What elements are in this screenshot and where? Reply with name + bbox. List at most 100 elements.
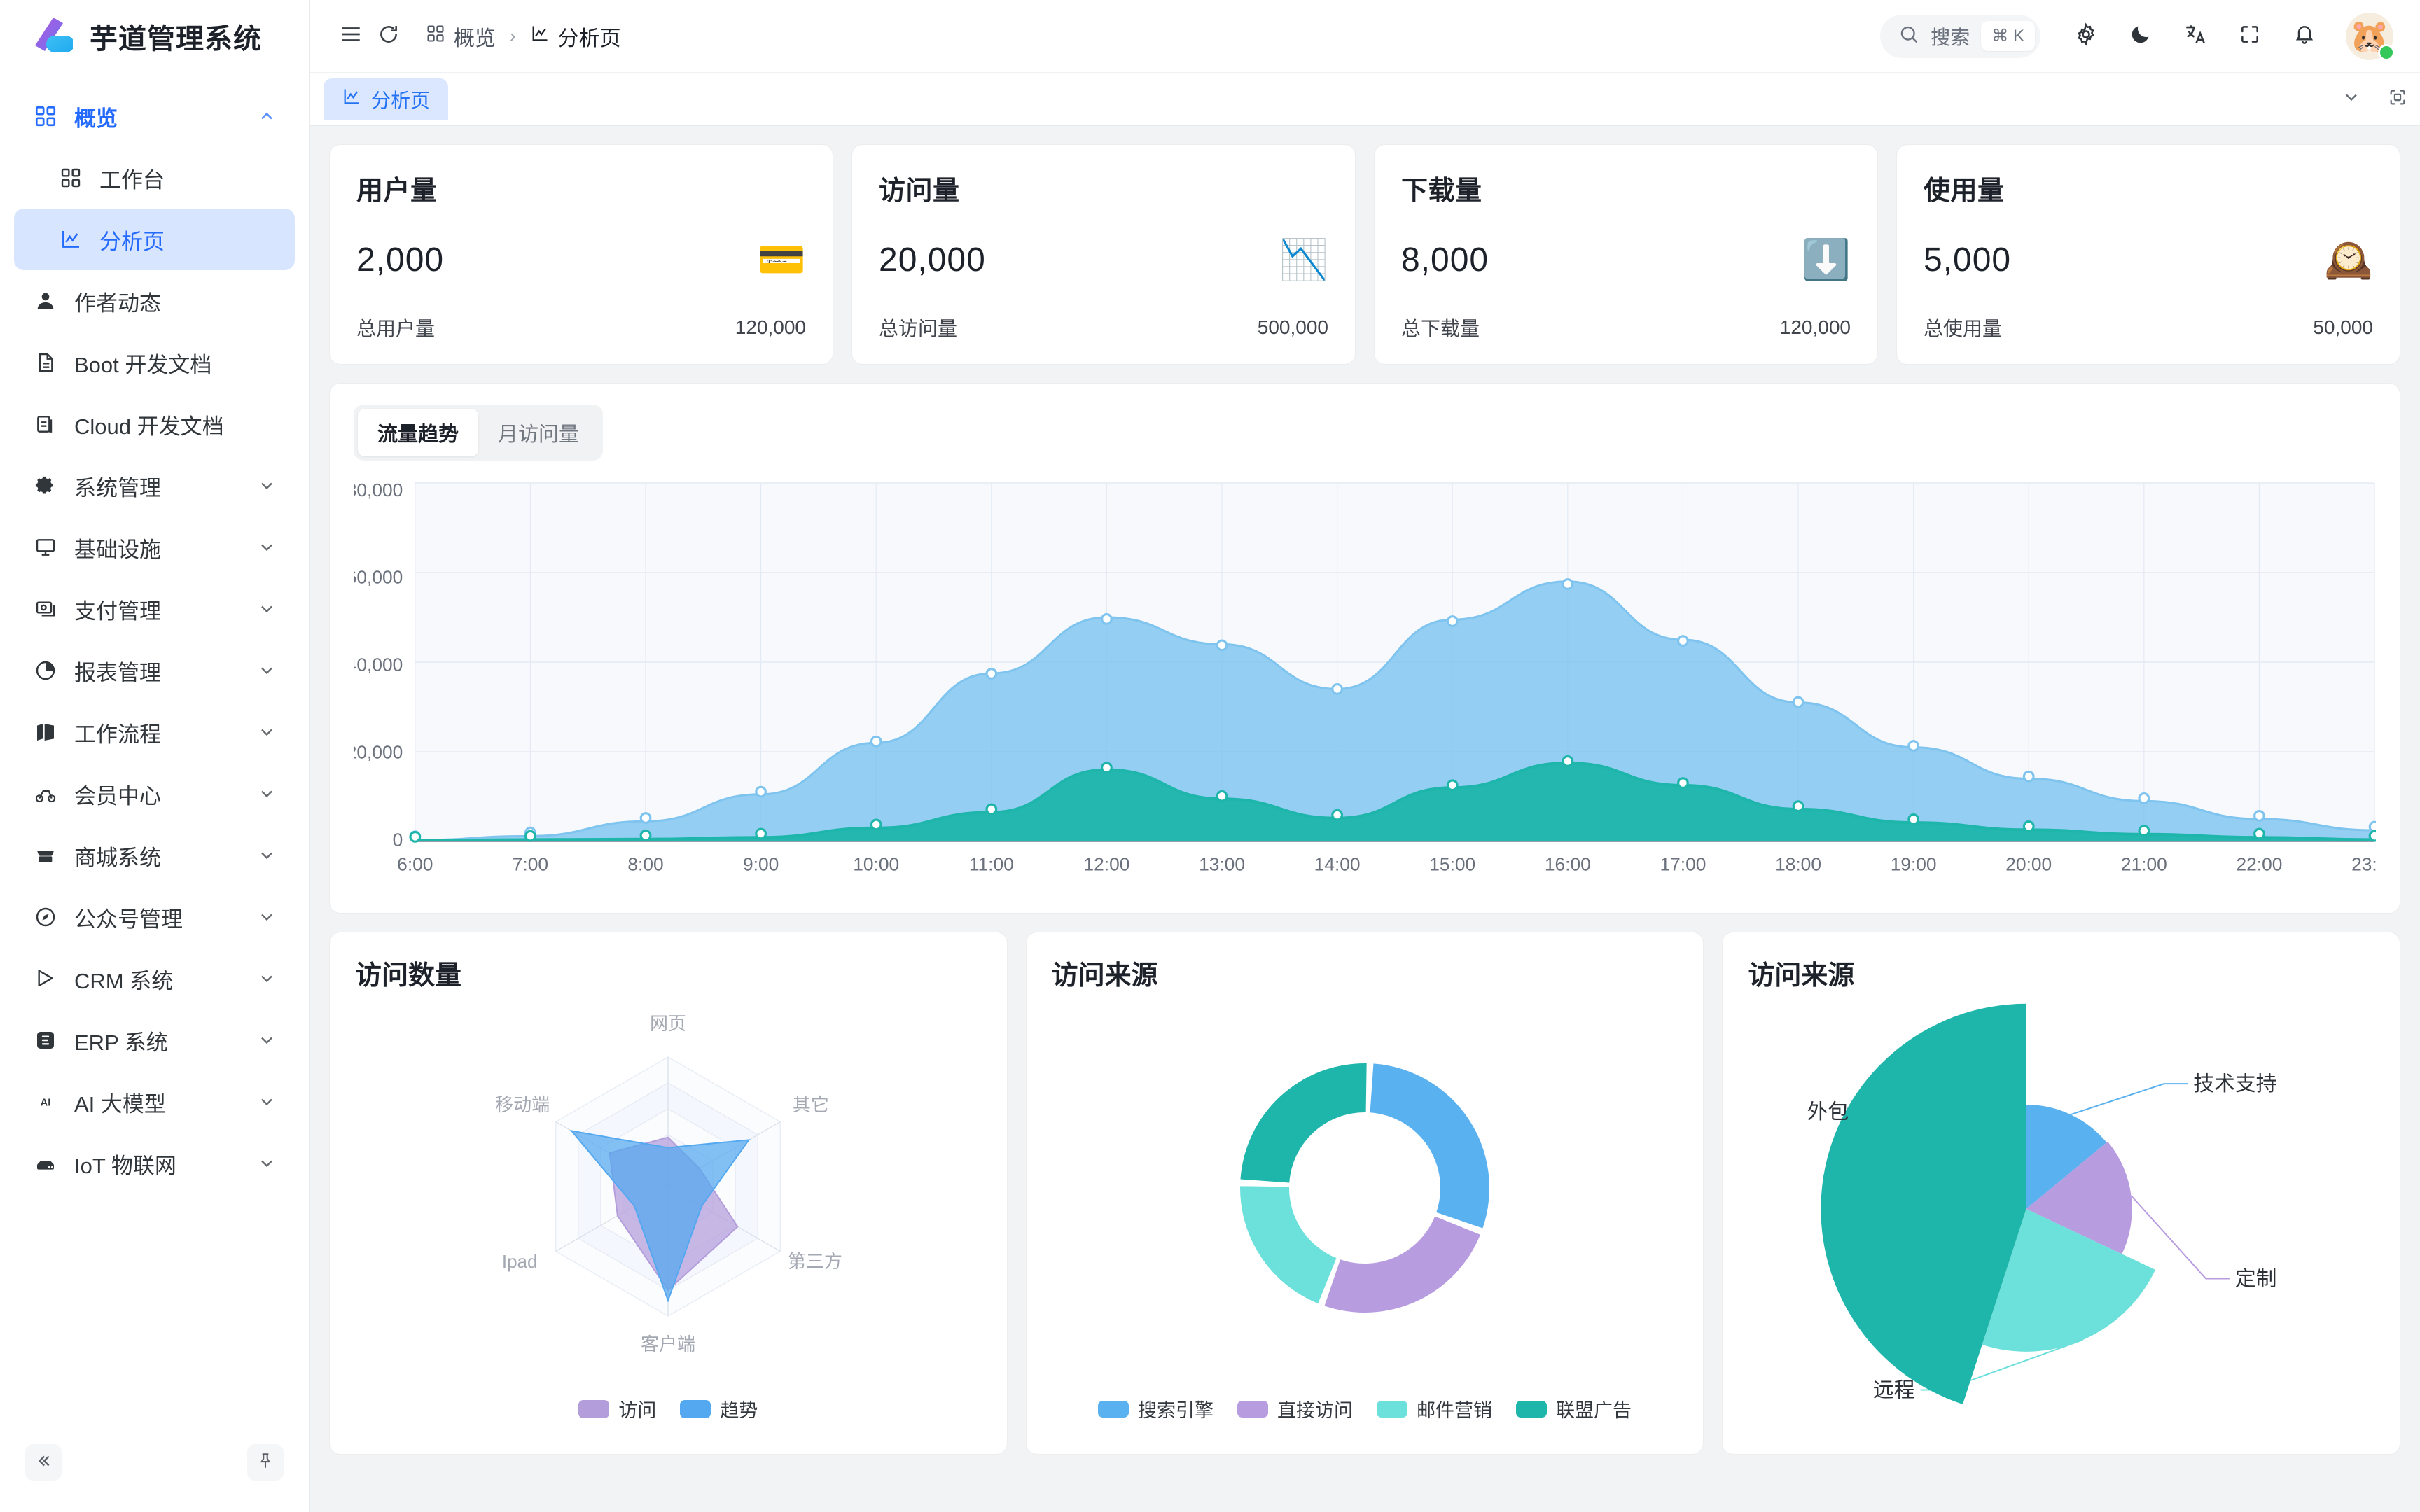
sidebar-item-label: IoT 物联网 <box>74 1153 176 1178</box>
stat-value: 8,000 <box>1401 241 1489 279</box>
stat-foot-value: 120,000 <box>1779 316 1851 338</box>
card-title: 访问来源 <box>1748 961 1855 990</box>
legend-label: 联盟广告 <box>1556 1400 1632 1421</box>
breadcrumb: 概览 › 分析页 <box>426 21 621 52</box>
sidebar-item-label: 工作流程 <box>74 722 161 747</box>
sidebar-item-boot-docs[interactable]: Boot 开发文档 <box>14 332 295 393</box>
sidebar-item-label: 概览 <box>74 106 118 131</box>
stat-value: 20,000 <box>879 241 986 279</box>
donut-legend: 搜索引擎 直接访问 邮件营销 联盟广告 <box>1052 1395 1678 1422</box>
stat-foot-label: 总用户量 <box>356 318 436 340</box>
settings-button[interactable] <box>2061 12 2110 61</box>
svg-text:18:00: 18:00 <box>1775 853 1821 874</box>
chevron-down-icon <box>256 1152 278 1175</box>
chevron-down-icon <box>256 1029 278 1051</box>
double-chevron-left-icon <box>34 1452 53 1474</box>
sidebar-toggle-button[interactable] <box>332 18 370 55</box>
tab-dropdown-button[interactable] <box>2328 73 2374 125</box>
chart-line-icon <box>57 226 84 253</box>
fullscreen-button[interactable] <box>2225 12 2274 61</box>
svg-text:技术支持: 技术支持 <box>2194 1072 2277 1096</box>
shop-icon <box>32 842 59 869</box>
pie-chart-icon: 📉 <box>1279 237 1328 281</box>
sidebar-item-system-management[interactable]: 系统管理 <box>14 455 295 517</box>
svg-text:9:00: 9:00 <box>743 853 779 874</box>
legend-item[interactable]: 邮件营销 <box>1377 1395 1492 1422</box>
svg-text:13:00: 13:00 <box>1199 853 1245 874</box>
yudao-logo-icon <box>29 15 74 58</box>
sidebar-item-label: Boot 开发文档 <box>74 352 212 377</box>
stat-foot-label: 总访问量 <box>879 318 958 340</box>
svg-text:20,000: 20,000 <box>354 741 403 762</box>
refresh-icon <box>377 23 400 49</box>
svg-text:16:00: 16:00 <box>1545 853 1591 874</box>
legend-label: 直接访问 <box>1277 1400 1353 1421</box>
pie-chart-icon <box>32 657 59 684</box>
legend-item[interactable]: 访问 <box>578 1395 656 1422</box>
svg-text:80,000: 80,000 <box>354 479 403 500</box>
legend-item[interactable]: 联盟广告 <box>1516 1395 1632 1422</box>
sidebar-item-member-center[interactable]: 会员中心 <box>14 763 295 825</box>
stat-value: 5,000 <box>1924 241 2012 279</box>
chevron-down-icon <box>256 783 278 805</box>
chart-line-icon <box>342 87 361 111</box>
payment-icon <box>32 596 59 622</box>
sidebar-item-infrastructure[interactable]: 基础设施 <box>14 517 295 578</box>
sidebar-item-ai[interactable]: AI AI 大模型 <box>14 1071 295 1133</box>
avatar[interactable]: 🐹 <box>2346 12 2395 61</box>
clock-icon: 🕰️ <box>2324 237 2373 281</box>
legend-item[interactable]: 直接访问 <box>1237 1395 1353 1422</box>
dark-mode-button[interactable] <box>2116 12 2165 61</box>
sidebar-item-workbench[interactable]: 工作台 <box>14 147 295 209</box>
chevron-up-icon <box>256 105 278 127</box>
sidebar-item-workflow[interactable]: 工作流程 <box>14 701 295 763</box>
trend-tab-traffic[interactable]: 流量趋势 <box>358 409 479 456</box>
sidebar-footer <box>0 1431 309 1512</box>
sidebar-item-payment[interactable]: 支付管理 <box>14 578 295 640</box>
copy-document-icon <box>32 411 59 438</box>
sidebar-item-author-news[interactable]: 作者动态 <box>14 270 295 332</box>
app-logo[interactable]: 芋道管理系统 <box>0 0 309 73</box>
bike-icon <box>32 780 59 807</box>
sidebar-collapse-button[interactable] <box>25 1444 62 1480</box>
sidebar-item-report[interactable]: 报表管理 <box>14 640 295 701</box>
user-icon <box>32 288 59 314</box>
language-button[interactable] <box>2171 12 2220 61</box>
svg-text:12:00: 12:00 <box>1083 853 1129 874</box>
stat-title: 使用量 <box>1924 176 2005 206</box>
stat-card-users: 用户量 2,000 💳 总用户量 120,000 <box>329 144 833 365</box>
gear-icon <box>2074 22 2098 50</box>
grid-icon <box>57 164 84 191</box>
breadcrumb-item-analysis[interactable]: 分析页 <box>530 21 621 52</box>
legend-label: 趋势 <box>720 1400 758 1421</box>
search-input[interactable]: 搜索 ⌘ K <box>1880 14 2040 58</box>
sidebar-item-cloud-docs[interactable]: Cloud 开发文档 <box>14 393 295 455</box>
svg-text:22:00: 22:00 <box>2237 853 2283 874</box>
chevron-down-icon <box>256 475 278 497</box>
sidebar-item-mall[interactable]: 商城系统 <box>14 825 295 886</box>
sidebar-item-crm[interactable]: CRM 系统 <box>14 948 295 1009</box>
svg-text:0: 0 <box>393 829 403 850</box>
notifications-button[interactable] <box>2280 12 2329 61</box>
sidebar-pin-button[interactable] <box>247 1444 284 1480</box>
legend-item[interactable]: 搜索引擎 <box>1098 1395 1214 1422</box>
trend-tab-monthly[interactable]: 月访问量 <box>498 424 580 446</box>
content-maximize-button[interactable] <box>2374 73 2420 125</box>
breadcrumb-item-overview[interactable]: 概览 <box>426 21 496 52</box>
sidebar-item-official-account[interactable]: 公众号管理 <box>14 886 295 948</box>
legend-swatch <box>680 1399 711 1418</box>
sidebar-item-erp[interactable]: ERP 系统 <box>14 1009 295 1071</box>
tab-analysis[interactable]: 分析页 <box>324 78 449 120</box>
legend-item[interactable]: 趋势 <box>680 1395 758 1422</box>
refresh-button[interactable] <box>370 18 408 55</box>
svg-text:11:00: 11:00 <box>969 853 1014 874</box>
breadcrumb-separator: › <box>510 25 516 46</box>
svg-text:17:00: 17:00 <box>1660 853 1706 874</box>
area-chart: 0 20,000 40,000 60,000 80,000 6:00 7:00 8:00 9:0… <box>354 477 2376 897</box>
svg-text:20:00: 20:00 <box>2005 853 2052 874</box>
sidebar-item-overview[interactable]: 概览 <box>14 85 295 147</box>
stat-foot-value: 120,000 <box>735 316 806 338</box>
sidebar-item-analysis[interactable]: 分析页 <box>14 209 295 270</box>
search-shortcut: ⌘ K <box>1981 21 2035 51</box>
sidebar-item-iot[interactable]: IoT 物联网 <box>14 1133 295 1194</box>
